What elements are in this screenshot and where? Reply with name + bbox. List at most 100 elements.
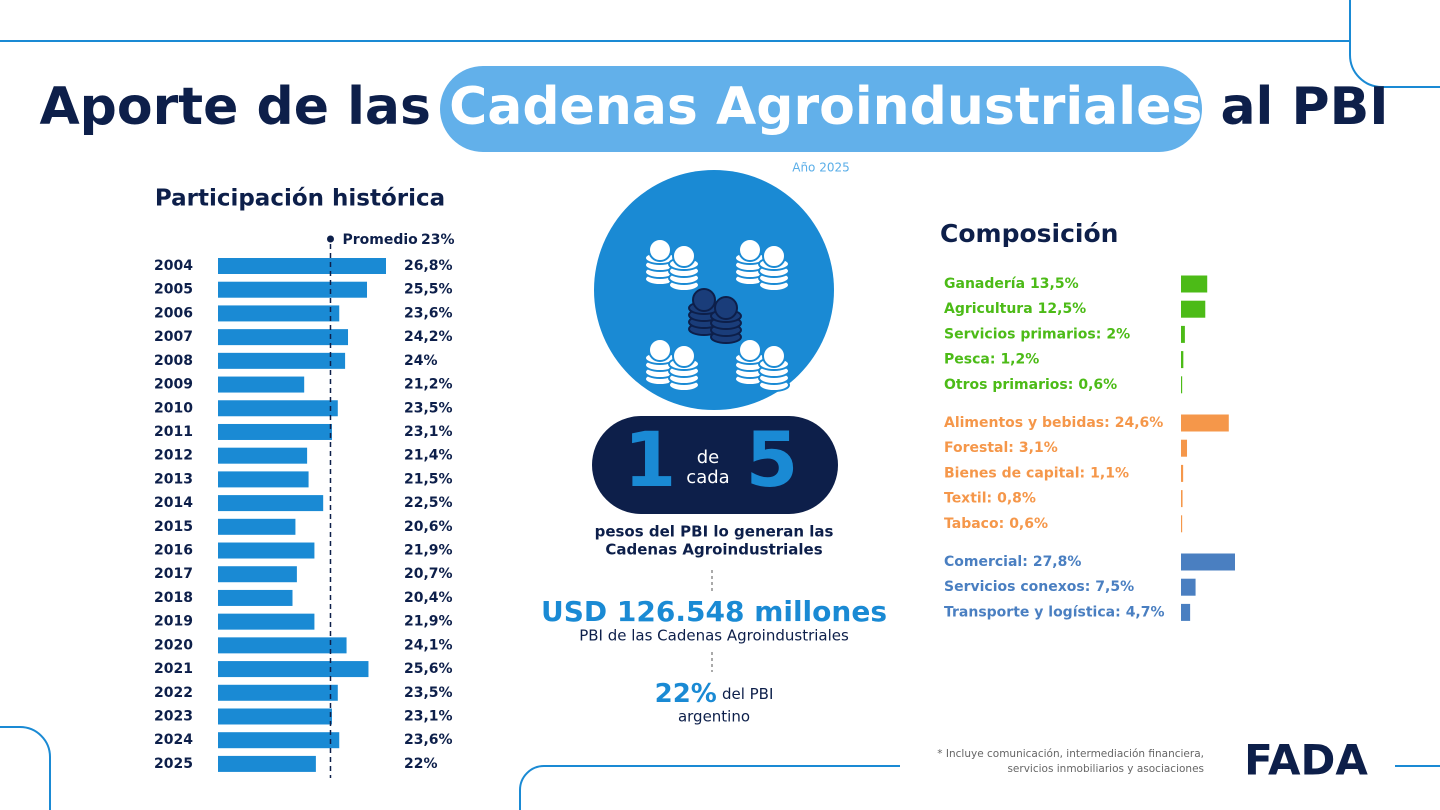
y-tick-label: 2013	[154, 471, 193, 487]
category-label: Otros primarios: 0,6%	[944, 377, 1117, 393]
value-label: 26,8%	[404, 258, 453, 274]
category-name: Otros primarios:	[944, 377, 1073, 393]
value-label: 12,5%	[1038, 301, 1087, 317]
bar	[218, 755, 316, 772]
y-tick-label: 2007	[154, 329, 193, 345]
coin-face	[762, 244, 786, 268]
value-label: 13,5%	[1030, 276, 1079, 292]
year: Año 2025	[792, 161, 850, 175]
category-name: Ganadería	[944, 276, 1025, 292]
y-tick-label: 2005	[154, 282, 193, 298]
bar	[1181, 351, 1184, 369]
value-label: 20,6%	[404, 519, 453, 535]
average-marker	[326, 235, 334, 243]
category-name: Bienes de capital:	[944, 465, 1085, 481]
pct-line: 22% del PBI	[655, 679, 774, 709]
bar	[1181, 603, 1191, 621]
value-label: 21,9%	[404, 543, 453, 559]
category-name: Textil:	[944, 491, 992, 507]
y-tick-label: 2009	[154, 377, 193, 393]
value-label: 20,4%	[404, 590, 453, 606]
category-name: Comercial:	[944, 554, 1028, 570]
footnote: servicios inmobiliarios y asociaciones	[1007, 763, 1204, 775]
title-highlight	[440, 66, 1202, 152]
bar	[218, 258, 386, 274]
value-label: 24,2%	[404, 329, 453, 345]
y-tick-label: 2025	[154, 756, 193, 772]
value-label: 21,2%	[404, 377, 453, 393]
bar	[218, 542, 315, 559]
frame-line	[0, 0, 1440, 88]
category-name: Forestal:	[944, 440, 1014, 456]
value-label: 22,5%	[404, 495, 453, 511]
bar	[1181, 490, 1183, 508]
coin-face	[648, 338, 672, 362]
bar	[218, 518, 296, 535]
y-tick-label: 2011	[154, 424, 193, 440]
value-label: 20,7%	[404, 566, 453, 582]
value-label: 7,5%	[1095, 579, 1134, 595]
frame-line	[519, 765, 1440, 810]
category-label: Tabaco: 0,6%	[944, 516, 1048, 532]
coin-face	[762, 344, 786, 368]
category-name: Tabaco:	[944, 516, 1004, 532]
caption: PBI de las Cadenas Agroindustriales	[579, 627, 849, 645]
category-label: Servicios primarios: 2%	[944, 326, 1130, 342]
coin-circle	[594, 170, 834, 410]
bar	[218, 329, 349, 346]
value-label: 22%	[404, 756, 438, 772]
category-name: Pesca:	[944, 352, 995, 368]
bar	[218, 495, 324, 512]
coin-face	[714, 296, 738, 320]
value-label: 4,7%	[1126, 604, 1165, 620]
pct-value: 22%	[655, 679, 717, 709]
bar	[218, 661, 369, 678]
category-name: Servicios primarios:	[944, 326, 1101, 342]
average-label: Promedio	[342, 232, 418, 248]
y-tick-label: 2015	[154, 519, 193, 535]
value-label: 23,6%	[404, 732, 453, 748]
title: Aporte de las Cadenas Agroindustriales a…	[39, 77, 1388, 137]
category-label: Alimentos y bebidas: 24,6%	[944, 415, 1163, 431]
y-tick-label: 2012	[154, 448, 193, 464]
bar	[218, 684, 338, 701]
caption: pesos del PBI lo generan las	[595, 523, 834, 541]
category-label: Servicios conexos: 7,5%	[944, 579, 1134, 595]
frame-line	[0, 726, 51, 810]
bar	[218, 281, 368, 298]
category-label: Agricultura 12,5%	[944, 301, 1086, 317]
value-label: 24,1%	[404, 637, 453, 653]
bar	[218, 471, 309, 488]
average-value: 23%	[421, 232, 455, 248]
y-tick-label: 2004	[154, 258, 193, 274]
value-label: 1,2%	[1000, 352, 1039, 368]
bar	[218, 376, 305, 393]
coin-face	[738, 338, 762, 362]
usd-value: USD 126.548 millones	[541, 595, 887, 628]
bar	[218, 637, 347, 654]
bar	[218, 589, 293, 606]
caption: argentino	[678, 708, 750, 726]
chart-title: Participación histórica	[155, 186, 445, 212]
value-label: 23,5%	[404, 685, 453, 701]
coins-icon	[644, 238, 790, 392]
bar	[1181, 275, 1208, 293]
value-label: 1,1%	[1090, 465, 1129, 481]
coin-face	[672, 344, 696, 368]
y-tick-label: 2023	[154, 708, 193, 724]
value-label: 3,1%	[1019, 440, 1058, 456]
category-label: Ganadería 13,5%	[944, 276, 1079, 292]
bar	[218, 423, 332, 440]
coin-face	[672, 244, 696, 268]
y-tick-label: 2006	[154, 305, 193, 321]
title-part: Cadenas Agroindustriales	[449, 77, 1202, 137]
y-tick-label: 2022	[154, 685, 193, 701]
ratio-text: de	[697, 447, 720, 468]
y-tick-label: 2021	[154, 661, 193, 677]
value-label: 27,8%	[1033, 554, 1082, 570]
ratio-text: cada	[686, 467, 729, 488]
value-label: 0,6%	[1078, 377, 1117, 393]
value-label: 23,1%	[404, 708, 453, 724]
ratio-number: 5	[746, 415, 799, 504]
